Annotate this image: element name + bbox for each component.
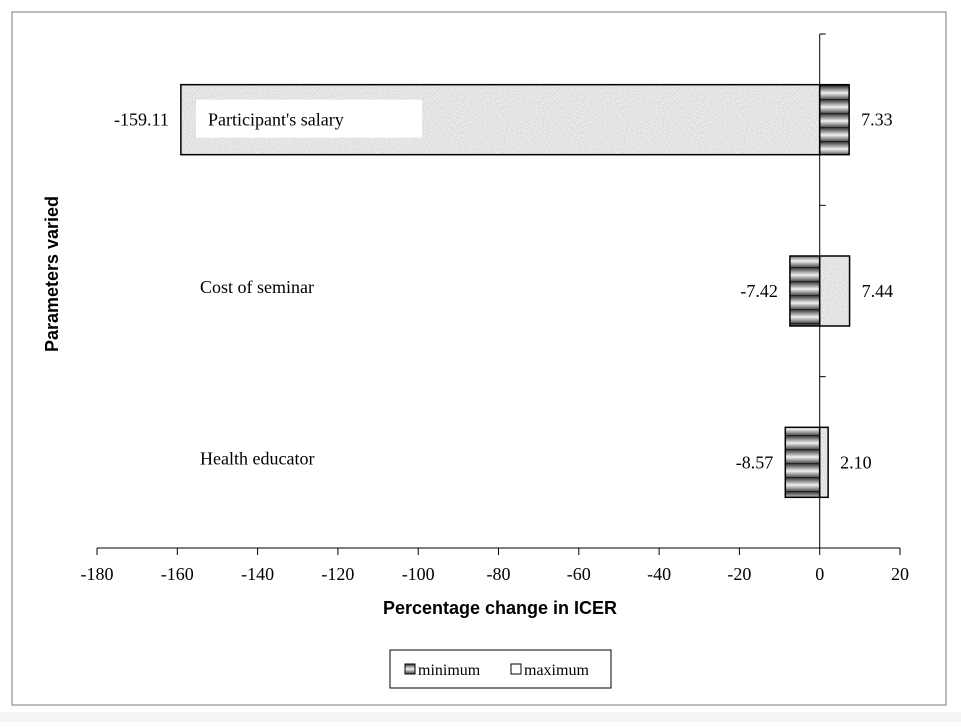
legend: minimum maximum [389, 649, 612, 689]
x-tick-label: -160 [161, 564, 194, 584]
legend-label-minimum: minimum [418, 662, 481, 679]
bottom-shadow [0, 712, 961, 722]
value-label-minimum: -8.57 [736, 452, 774, 472]
x-tick-label: -120 [321, 564, 354, 584]
legend-box [389, 649, 612, 689]
x-tick-label: -20 [727, 564, 751, 584]
x-tick-label: -60 [567, 564, 591, 584]
legend-label-maximum: maximum [524, 662, 589, 679]
x-tick-label: -40 [647, 564, 671, 584]
x-tick-label: 0 [815, 564, 824, 584]
category-label-backing [196, 99, 422, 138]
value-label-maximum: 2.10 [840, 452, 872, 472]
x-tick-label: -80 [487, 564, 511, 584]
x-tick-label: -140 [241, 564, 274, 584]
bar-maximum [818, 426, 829, 499]
category-label: Participant's salary [208, 110, 344, 130]
x-tick-label: 20 [891, 564, 909, 584]
value-label-minimum: -7.42 [740, 281, 778, 301]
category-label: Health educator [200, 448, 314, 468]
bars-layer [180, 83, 851, 499]
legend-swatch-maximum [510, 663, 522, 675]
x-axis-title: Percentage change in ICER [383, 598, 617, 618]
value-label-maximum: 7.33 [861, 110, 893, 130]
category-label: Cost of seminar [200, 277, 314, 297]
y-axis-title: Parameters varied [42, 196, 62, 352]
axis-layer: -180 -160 -140 -120 -100 -80 -60 -40 -20 0 20 [81, 33, 909, 584]
labels-layer: -159.11 7.33 Participant's salary -7.42 7.44… [114, 99, 894, 472]
value-label-maximum: 7.44 [862, 281, 894, 301]
bar-maximum [818, 83, 850, 156]
bar-minimum [784, 426, 821, 499]
bar-maximum [818, 255, 851, 327]
value-label-minimum: -159.11 [114, 110, 169, 130]
x-tick-label: -100 [402, 564, 435, 584]
x-tick-label: -180 [81, 564, 114, 584]
bar-minimum [789, 255, 821, 327]
legend-swatch-minimum [404, 663, 416, 675]
